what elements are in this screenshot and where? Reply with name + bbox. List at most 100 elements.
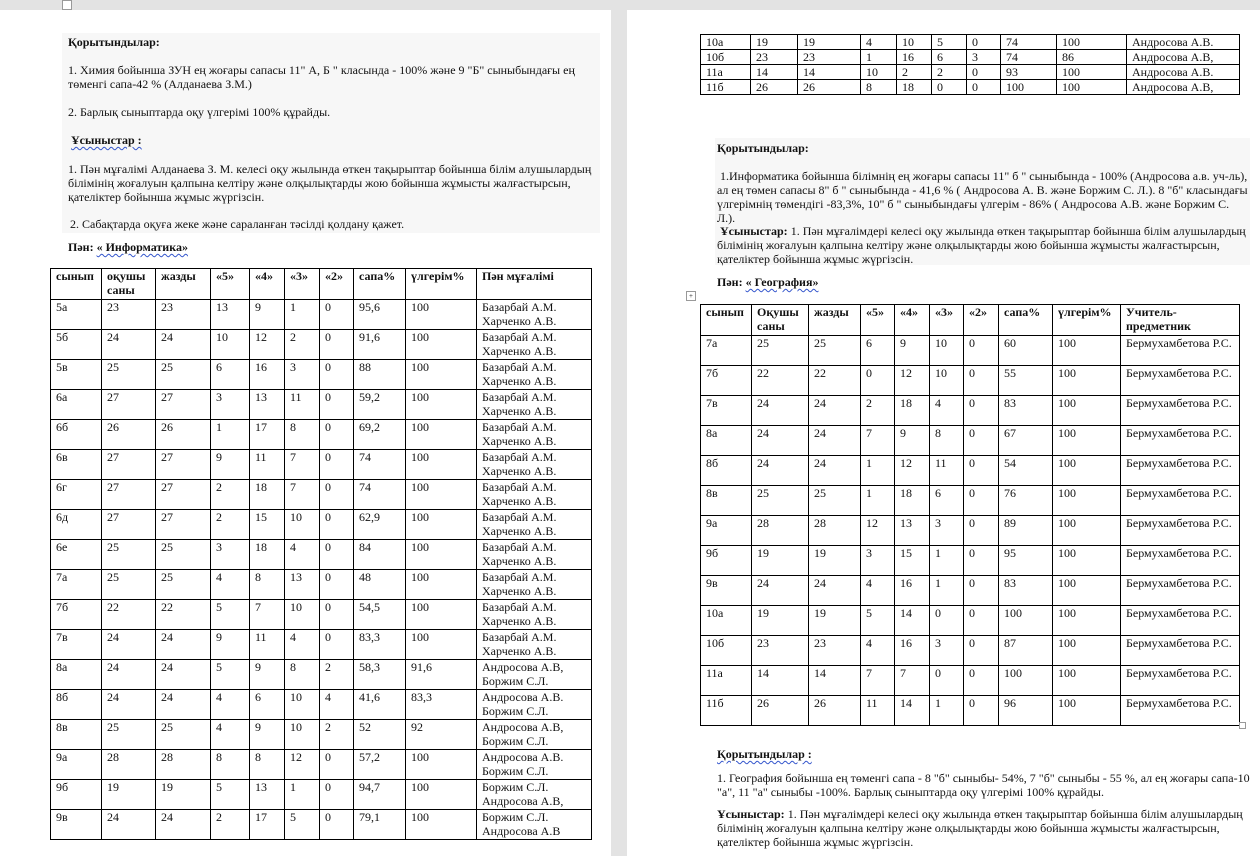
value-cell: 100 (1052, 515, 1121, 546)
value-cell: 4 (210, 719, 250, 750)
value-cell: 27 (101, 449, 156, 480)
value-cell: 6 (929, 485, 964, 516)
value-cell: 0 (963, 635, 999, 666)
class-cell: 9б (50, 779, 102, 810)
page-corner-marker (62, 0, 72, 10)
conclusion-1: 1.Информатика бойынша білімнің ең жоғары… (717, 169, 1248, 225)
value-cell: 0 (319, 509, 354, 540)
value-cell: 8 (284, 419, 320, 450)
value-cell: 3 (929, 635, 964, 666)
value-cell: 8 (210, 749, 250, 780)
table-row: 11б 26 26 11 14 1 0 96 100 Бермухамбетова Р.С. (700, 695, 1240, 726)
value-cell: 14 (751, 665, 809, 696)
class-cell: 9б (700, 545, 752, 576)
value-cell: 24 (155, 659, 211, 690)
table-row: 8в 25 25 4 9 10 2 52 92 Андросова А.В, Боржим С.Л… (50, 719, 592, 750)
value-cell: 19 (808, 545, 861, 576)
value-cell: 16 (249, 359, 285, 390)
value-cell: 28 (101, 749, 156, 780)
value-cell: 3 (929, 515, 964, 546)
value-cell: 19 (751, 545, 809, 576)
value-cell: 26 (797, 79, 861, 95)
teacher-cell: Базарбай А.М. Харченко А.В. (476, 419, 592, 450)
teacher-cell: Базарбай А.М. Харченко А.В. (476, 539, 592, 570)
table-row: 6г 27 27 2 18 7 0 74 100 Базарбай А.М. Харченко А… (50, 479, 592, 510)
value-cell: 100 (1056, 79, 1127, 95)
conclusion-2: 2. Барлық сыныптарда оқу үлгерімі 100% қ… (68, 105, 331, 119)
table-row: 7а 25 25 6 9 10 0 60 100 Бермухамбетова Р.С. (700, 335, 1240, 366)
teacher-cell: Бермухамбетова Р.С. (1120, 365, 1240, 396)
value-cell: 0 (963, 665, 999, 696)
value-cell: 24 (155, 689, 211, 720)
value-cell: 0 (319, 779, 354, 810)
value-cell: 100 (1052, 455, 1121, 486)
table-row: 10а 19 19 4 10 5 0 74 100 Андросова А.В. (700, 34, 1240, 50)
value-cell: 25 (808, 335, 861, 366)
teacher-cell: Бермухамбетова Р.С. (1120, 395, 1240, 426)
class-cell: 5а (50, 299, 102, 330)
value-cell: 27 (155, 509, 211, 540)
value-cell: 18 (249, 479, 285, 510)
recommendations-title: Ұсыныстар : (71, 133, 142, 147)
class-cell: 6в (50, 449, 102, 480)
class-cell: 10б (700, 49, 751, 65)
value-cell: 0 (860, 365, 895, 396)
value-cell: 13 (249, 779, 285, 810)
value-cell: 0 (963, 545, 999, 576)
class-cell: 7в (700, 395, 752, 426)
value-cell: 27 (155, 449, 211, 480)
value-cell: 23 (101, 299, 156, 330)
recommendations-text: 1. Пән мұғалімдері келесі оқу жылында өт… (717, 224, 1246, 266)
table-row: 9а 28 28 12 13 3 0 89 100 Бермухамбетова Р.С. (700, 515, 1240, 546)
value-cell: 24 (101, 809, 156, 840)
value-cell: 100 (405, 509, 477, 540)
class-cell: 6е (50, 539, 102, 570)
value-cell: 10 (860, 64, 897, 80)
value-cell: 0 (319, 629, 354, 660)
value-cell: 1 (284, 299, 320, 330)
teacher-cell: Андросова А.В. (1126, 34, 1240, 50)
table-row: 7б 22 22 5 7 10 0 54,5 100 Базарбай А.М. Харченко… (50, 599, 592, 630)
value-cell: 25 (751, 335, 809, 366)
value-cell: 19 (750, 34, 798, 50)
table-move-handle-icon[interactable]: + (686, 291, 696, 301)
value-cell: 10 (284, 599, 320, 630)
class-cell: 8б (700, 455, 752, 486)
value-cell: 14 (797, 64, 861, 80)
value-cell: 12 (894, 455, 930, 486)
table-row: 10б 23 23 1 16 6 3 74 86 Андросова А.В, (700, 49, 1240, 65)
value-cell: 1 (929, 575, 964, 606)
value-cell: 7 (894, 665, 930, 696)
value-cell: 18 (249, 539, 285, 570)
recommendations: Ұсыныстар: 1. Пән мұғалімдері келесі оқу… (717, 224, 1249, 266)
conclusion-1: 1. Химия бойынша ЗУН ең жоғары сапасы 11… (68, 63, 575, 91)
teacher-cell: Боржим С.Л. Андросова А.В, (476, 779, 592, 810)
table-row: 6б 26 26 1 17 8 0 69,2 100 Базарбай А.М. Харченко… (50, 419, 592, 450)
teacher-cell: Бермухамбетова Р.С. (1120, 425, 1240, 456)
value-cell: 1 (860, 485, 895, 516)
informatics-table-continued: 10а 19 19 4 10 5 0 74 100 Андросова А.В. 10б 23 23 1 1… (700, 34, 1240, 95)
table-resize-handle-icon[interactable] (1239, 722, 1246, 729)
value-cell: 0 (931, 79, 967, 95)
value-cell: 100 (1052, 695, 1121, 726)
value-cell: 41,6 (353, 689, 406, 720)
value-cell: 24 (101, 659, 156, 690)
class-cell: 7а (700, 335, 752, 366)
value-cell: 0 (319, 359, 354, 390)
table-row: 6а 27 27 3 13 11 0 59,2 100 Базарбай А.М. Харченк… (50, 389, 592, 420)
table-row: 8в 25 25 1 18 6 0 76 100 Бермухамбетова Р.С. (700, 485, 1240, 516)
value-cell: 22 (101, 599, 156, 630)
value-cell: 25 (808, 485, 861, 516)
value-cell: 23 (797, 49, 861, 65)
value-cell: 11 (249, 449, 285, 480)
value-cell: 2 (860, 395, 895, 426)
table-header-row: сынып Оқушы саны жазды «5» «4» «3» «2» сапа% үлг… (700, 304, 1240, 336)
value-cell: 86 (1056, 49, 1127, 65)
value-cell: 100 (1052, 635, 1121, 666)
class-cell: 7б (50, 599, 102, 630)
value-cell: 100 (998, 605, 1053, 636)
value-cell: 22 (751, 365, 809, 396)
value-cell: 1 (860, 455, 895, 486)
value-cell: 5 (931, 34, 967, 50)
value-cell: 19 (751, 605, 809, 636)
